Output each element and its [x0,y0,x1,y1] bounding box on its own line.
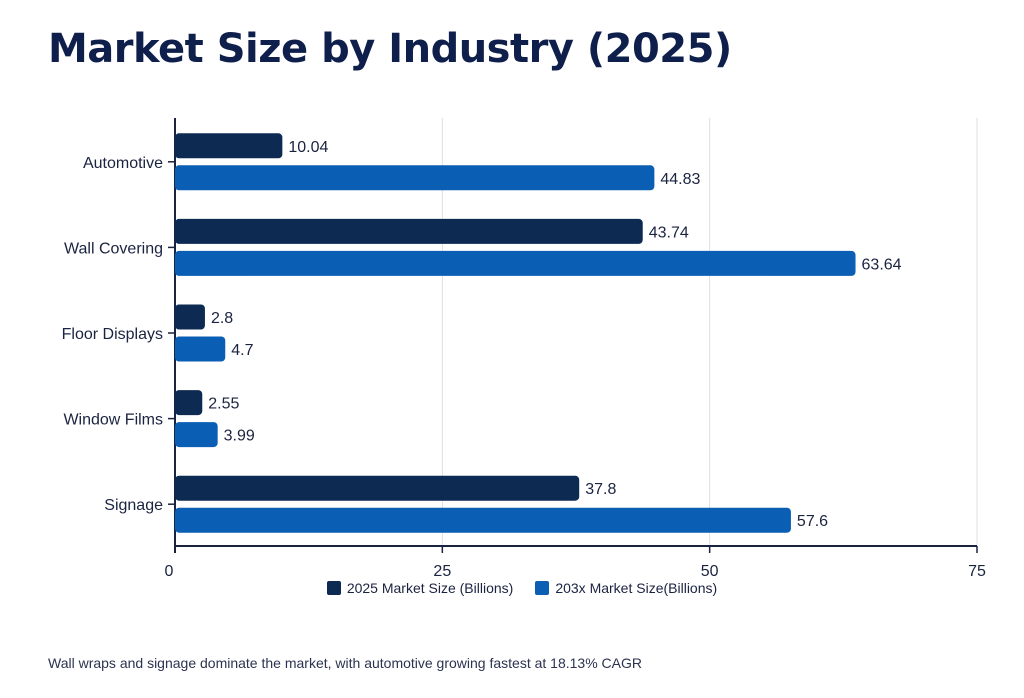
bar-203x [175,422,218,448]
legend-label-2025: 2025 Market Size (Billions) [346,580,514,596]
category-label: Signage [104,497,163,514]
chart-caption: Wall wraps and signage dominate the mark… [48,655,642,671]
data-label: 37.8 [585,481,616,498]
category-label: Automotive [83,155,163,172]
bar-2025 [175,475,580,501]
legend-item-203x: 203x Market Size(Billions) [535,580,717,596]
legend-swatch-203x [535,581,550,595]
data-label: 44.83 [660,171,700,188]
data-label: 3.99 [224,428,255,445]
bar-203x [175,250,856,276]
x-tick-label-50: 50 [701,563,719,580]
legend: 2025 Market Size (Billions) 203x Market … [0,580,1024,596]
legend-item-2025: 2025 Market Size (Billions) [326,580,514,596]
category-label: Window Films [63,412,163,429]
legend-label-203x: 203x Market Size(Billions) [555,580,718,596]
data-label: 2.8 [211,310,233,327]
bar-2025 [175,390,203,416]
data-label: 4.7 [231,342,253,359]
bar-203x [175,165,655,191]
data-label: 57.6 [797,513,828,530]
x-tick-label-75: 75 [968,563,986,580]
bar-2025 [175,304,205,330]
bar-203x [175,336,226,362]
bar-2025 [175,133,283,159]
x-tick-label-25: 25 [433,563,451,580]
legend-swatch-2025 [326,581,341,595]
bar-2025 [175,218,643,244]
data-label: 63.64 [862,256,902,273]
data-label: 43.74 [649,224,689,241]
data-label: 2.55 [208,396,239,413]
category-label: Wall Covering [64,240,163,257]
chart-title: Market Size by Industry (2025) [48,26,732,72]
x-tick-label-0: 0 [165,563,174,580]
category-label: Floor Displays [62,326,163,343]
bar-203x [175,507,791,533]
data-label: 10.04 [288,139,328,156]
